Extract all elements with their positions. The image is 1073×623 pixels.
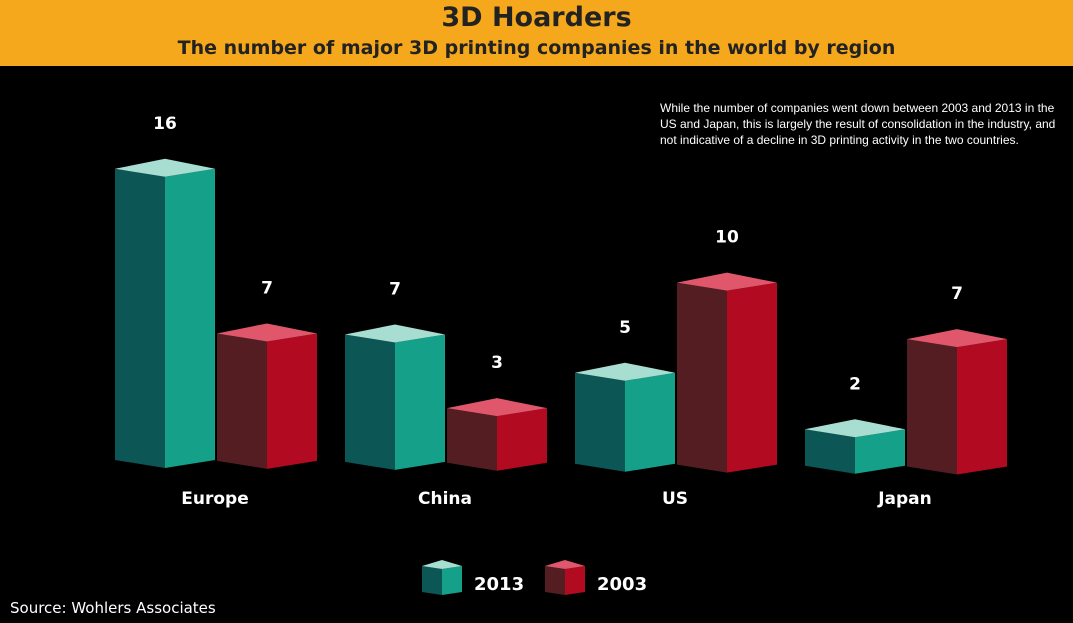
chart-title: 3D Hoarders <box>441 2 632 33</box>
bar-top-japan-2003 <box>907 329 1007 348</box>
value-label-japan-2003: 7 <box>951 284 963 304</box>
value-label-us-2013: 5 <box>619 318 631 338</box>
bar-top-europe-2003 <box>217 323 317 342</box>
legend-swatch-front-2003 <box>565 566 585 595</box>
bar-top-europe-2013 <box>115 158 215 177</box>
category-label-europe: Europe <box>181 489 248 509</box>
bar-side-japan-2013 <box>805 429 855 474</box>
bar-side-china-2003 <box>447 408 497 471</box>
category-label-us: US <box>662 489 688 509</box>
category-label-china: China <box>418 489 472 509</box>
bar-front-us-2003 <box>727 282 777 473</box>
annotation-note: While the number of companies went down … <box>660 101 1056 147</box>
bar-front-china-2003 <box>497 408 547 471</box>
bar-europe-2003 <box>217 323 317 469</box>
legend-label-2013: 2013 <box>474 574 524 595</box>
bar-us-2013 <box>575 362 675 472</box>
bar-front-europe-2013 <box>165 168 215 469</box>
bar-top-japan-2013 <box>805 419 905 438</box>
title-banner <box>0 0 1073 66</box>
bar-japan-2013 <box>805 419 905 474</box>
bar-front-us-2013 <box>625 372 675 472</box>
bar-front-europe-2003 <box>267 333 317 469</box>
bar-side-china-2013 <box>345 334 395 470</box>
bar-china-2003 <box>447 398 547 471</box>
bar-china-2013 <box>345 324 445 470</box>
legend-swatch-top-2013 <box>422 560 462 569</box>
bar-top-china-2003 <box>447 398 547 417</box>
bar-side-us-2003 <box>677 282 727 473</box>
bar-front-japan-2003 <box>957 339 1007 475</box>
bar-top-us-2013 <box>575 362 675 381</box>
value-label-europe-2003: 7 <box>261 278 273 298</box>
legend-item-2013: 2013 <box>422 560 524 595</box>
legend-swatch-front-2013 <box>442 566 462 595</box>
value-label-us-2003: 10 <box>715 228 739 248</box>
chart-subtitle: The number of major 3D printing companie… <box>177 37 896 59</box>
legend-label-2003: 2003 <box>597 574 647 595</box>
legend-swatch-side-2003 <box>545 566 565 595</box>
bar-europe-2013 <box>115 158 215 469</box>
value-label-china-2013: 7 <box>389 279 401 299</box>
bar-side-europe-2013 <box>115 168 165 469</box>
bar-top-us-2003 <box>677 272 777 291</box>
bar-us-2003 <box>677 272 777 473</box>
value-label-japan-2013: 2 <box>849 374 861 394</box>
legend-item-2003: 2003 <box>545 560 647 595</box>
bar-front-japan-2013 <box>855 429 905 474</box>
bar-top-china-2013 <box>345 324 445 343</box>
legend-swatch-side-2013 <box>422 566 442 595</box>
bar-side-europe-2003 <box>217 333 267 469</box>
category-label-japan: Japan <box>877 489 932 509</box>
bar-side-japan-2003 <box>907 339 957 475</box>
value-label-china-2003: 3 <box>491 353 503 373</box>
value-label-europe-2013: 16 <box>153 114 177 134</box>
bar-japan-2003 <box>907 329 1007 475</box>
legend-swatch-top-2003 <box>545 560 585 569</box>
bar-side-us-2013 <box>575 372 625 472</box>
source-credit: Source: Wohlers Associates <box>10 599 216 617</box>
bar-front-china-2013 <box>395 334 445 470</box>
